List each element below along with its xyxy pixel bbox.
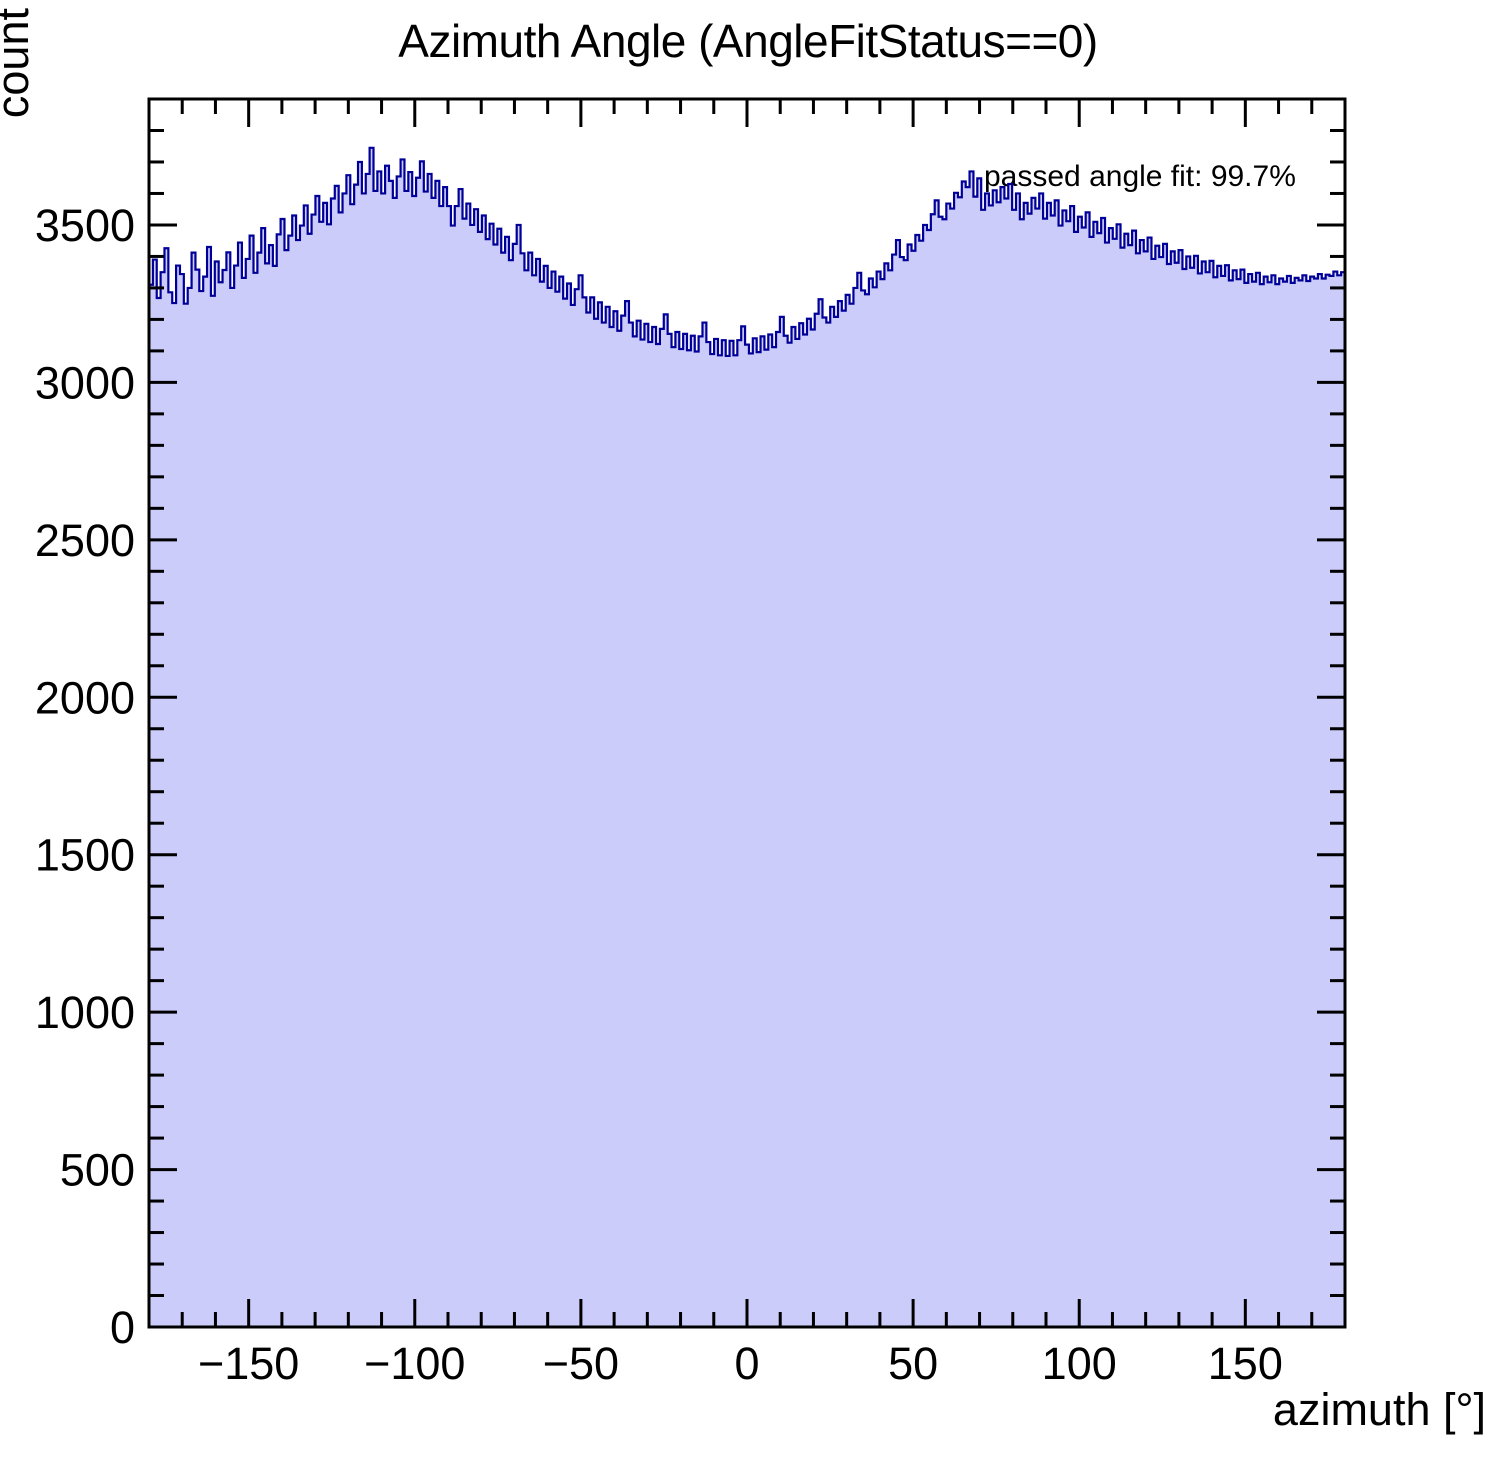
- histogram-fill: [149, 147, 1345, 1327]
- y-axis-ticks: [149, 97, 1345, 1329]
- svg-text:3000: 3000: [35, 357, 135, 408]
- svg-text:2500: 2500: [35, 515, 135, 566]
- svg-text:−150: −150: [198, 1338, 299, 1389]
- x-axis-title: azimuth [°]: [1272, 1384, 1486, 1435]
- svg-text:150: 150: [1208, 1338, 1283, 1389]
- histogram-outline: [149, 146, 1345, 358]
- svg-text:−50: −50: [543, 1338, 619, 1389]
- svg-text:1000: 1000: [35, 987, 135, 1038]
- x-axis-tick-labels: −150 −100 −50 0 50 100 150: [198, 1338, 1283, 1389]
- svg-text:2000: 2000: [35, 672, 135, 723]
- svg-text:50: 50: [888, 1338, 938, 1389]
- svg-text:0: 0: [110, 1302, 135, 1353]
- svg-text:500: 500: [60, 1145, 135, 1196]
- svg-text:0: 0: [734, 1338, 759, 1389]
- svg-text:−100: −100: [364, 1338, 465, 1389]
- page-title: Azimuth Angle (AngleFitStatus==0): [398, 15, 1098, 67]
- svg-text:3500: 3500: [35, 200, 135, 251]
- svg-text:1500: 1500: [35, 830, 135, 881]
- passed-angle-fit-annotation: passed angle fit: 99.7%: [984, 160, 1296, 193]
- svg-text:100: 100: [1042, 1338, 1117, 1389]
- x-axis-ticks: [147, 99, 1347, 1327]
- y-axis-tick-labels: 0 500 1000 1500 2000 2500 3000 3500: [35, 200, 135, 1353]
